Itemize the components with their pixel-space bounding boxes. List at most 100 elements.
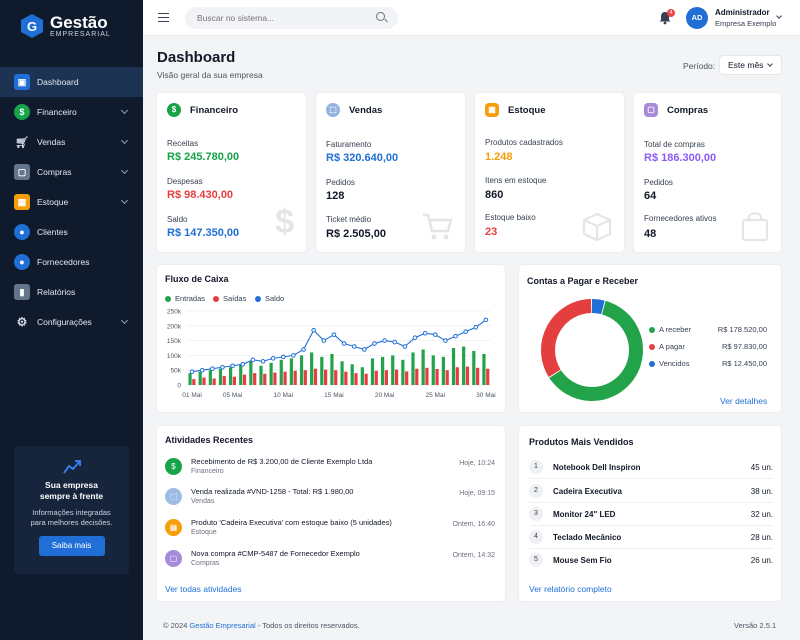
- bar-entradas: [482, 353, 486, 385]
- bar-saidas: [232, 376, 236, 385]
- legend-swatch: [213, 295, 219, 302]
- bar-entradas: [269, 362, 273, 385]
- period-label: Período:: [683, 61, 716, 71]
- learn-more-button[interactable]: Saiba mais: [38, 536, 105, 556]
- product-name: Teclado Mecânico: [553, 533, 622, 542]
- activities-card: Atividades Recentes $ Recebimento de R$ …: [156, 425, 506, 602]
- bar-saidas: [445, 370, 449, 385]
- product-row[interactable]: 3 Monitor 24" LED 32 un.: [529, 503, 773, 526]
- chevron-down-icon[interactable]: [776, 13, 782, 19]
- period-value: Este mês: [728, 60, 764, 70]
- sidebar-item-estoque[interactable]: ▦ Estoque: [0, 187, 143, 217]
- bar-entradas: [381, 356, 385, 385]
- y-tick-label: 100k: [167, 353, 182, 360]
- brand[interactable]: G Gestão EMPRESARIAL: [0, 0, 143, 52]
- x-tick-label: 25 Mai: [426, 392, 446, 399]
- kpi-label: Despesas: [167, 177, 203, 186]
- product-name: Notebook Dell Inspiron: [553, 463, 641, 472]
- point-saldo: [422, 330, 428, 336]
- activity-time: Ontem, 14:32: [452, 552, 495, 559]
- sidebar-item-financeiro[interactable]: $ Financeiro: [0, 97, 143, 127]
- all-activities-link[interactable]: Ver todas atividades: [165, 584, 242, 594]
- activity-item[interactable]: $ Recebimento de R$ 3.200,00 de Cliente …: [165, 456, 495, 484]
- point-saldo: [311, 327, 316, 333]
- search-icon[interactable]: [376, 12, 385, 21]
- full-report-link[interactable]: Ver relatório completo: [529, 584, 612, 594]
- bar-entradas: [411, 352, 415, 385]
- details-link[interactable]: Ver detalhes: [720, 396, 768, 406]
- legend-entradas[interactable]: Entradas: [165, 294, 205, 303]
- bar-saidas: [202, 377, 206, 385]
- kpi-label: Produtos cadastrados: [485, 138, 563, 147]
- activity-text: Produto 'Cadeira Executiva' com estoque …: [191, 518, 392, 527]
- user-name[interactable]: Administrador: [715, 8, 770, 17]
- y-tick-label: 250k: [167, 309, 182, 316]
- bar-entradas: [259, 365, 263, 385]
- activity-item[interactable]: ▢ Nova compra #CMP-5487 de Fornecedor Ex…: [165, 548, 495, 576]
- sidebar-item-relatorios[interactable]: ▮ Relatórios: [0, 277, 143, 307]
- sidebar-item-dashboard[interactable]: ▣ Dashboard: [0, 67, 143, 97]
- footer-brand-link[interactable]: Gestão Empresarial: [189, 621, 256, 630]
- accounts-row-receber: A receber R$ 178.520,00: [649, 325, 767, 334]
- dollar-icon: $: [165, 458, 182, 475]
- bar-entradas: [249, 361, 253, 385]
- kpi-label: Ticket médio: [326, 215, 372, 224]
- sidebar-nav: ▣ Dashboard $ Financeiro 🛒︎ Vendas ▢ Com…: [0, 67, 143, 337]
- point-saldo: [463, 329, 468, 335]
- point-saldo: [362, 347, 367, 352]
- x-tick-label: 30 Mai: [476, 392, 496, 399]
- sidebar-item-clientes[interactable]: ● Clientes: [0, 217, 143, 247]
- bar-entradas: [451, 348, 456, 385]
- sidebar-item-configuracoes[interactable]: ⚙ Configurações: [0, 307, 143, 337]
- bar-entradas: [188, 373, 192, 385]
- kpi-label: Receitas: [167, 139, 199, 148]
- promo-desc-line2: para melhores decisões.: [30, 518, 113, 527]
- promo-title: Sua empresa sempre à frente: [14, 480, 129, 502]
- point-saldo: [260, 359, 266, 364]
- box-icon: ▦: [165, 519, 182, 536]
- product-rank: 1: [529, 460, 543, 474]
- kpi-value: 64: [644, 190, 657, 202]
- search-input[interactable]: [185, 7, 398, 29]
- point-saldo: [291, 353, 296, 358]
- chevron-down-icon: [767, 61, 773, 67]
- kpi-title: Financeiro: [190, 105, 239, 116]
- activity-time: Hoje, 10:24: [459, 460, 495, 467]
- period-select[interactable]: Este mês: [719, 55, 782, 75]
- bar-entradas: [239, 364, 243, 385]
- page-subtitle: Visão geral da sua empresa: [157, 70, 263, 80]
- bar-entradas: [320, 356, 324, 385]
- sidebar-item-label: Vendas: [37, 137, 66, 147]
- kpi-value: R$ 147.350,00: [167, 227, 240, 239]
- sidebar-item-compras[interactable]: ▢ Compras: [0, 157, 143, 187]
- dollar-icon: $: [14, 104, 30, 120]
- notification-badge: 4: [667, 9, 675, 17]
- menu-icon[interactable]: [158, 13, 169, 22]
- avatar[interactable]: AD: [686, 7, 708, 29]
- kpi-value: R$ 2.505,00: [326, 228, 386, 240]
- accounts-row-label: A pagar: [659, 342, 685, 351]
- product-row[interactable]: 1 Notebook Dell Inspiron 45 un.: [529, 456, 773, 479]
- bar-saidas: [425, 367, 429, 385]
- legend-saidas[interactable]: Saídas: [213, 294, 246, 303]
- sidebar: G Gestão EMPRESARIAL ▣ Dashboard $ Finan…: [0, 0, 143, 640]
- activity-item[interactable]: ⬚ Venda realizada #VND-1258 - Total: R$ …: [165, 486, 495, 514]
- sidebar-item-label: Compras: [37, 167, 72, 177]
- legend-saldo[interactable]: Saldo: [255, 294, 284, 303]
- sidebar-item-fornecedores[interactable]: ● Fornecedores: [0, 247, 143, 277]
- gear-icon: ⚙: [16, 315, 28, 329]
- bar-saidas: [374, 370, 378, 385]
- sidebar-item-vendas[interactable]: 🛒︎ Vendas: [0, 127, 143, 157]
- product-row[interactable]: 4 Teclado Mecânico 28 un.: [529, 526, 773, 549]
- product-row[interactable]: 5 Mouse Sem Fio 26 un.: [529, 549, 773, 572]
- product-row[interactable]: 2 Cadeira Executiva 38 un.: [529, 480, 773, 503]
- activity-item[interactable]: ▦ Produto 'Cadeira Executiva' com estoqu…: [165, 517, 495, 545]
- report-icon: ▮: [14, 284, 30, 300]
- bar-entradas: [198, 371, 202, 385]
- chevron-down-icon: [120, 316, 129, 325]
- bar-entradas: [340, 361, 344, 385]
- bar-saidas: [212, 378, 216, 385]
- dollar-icon: $: [275, 203, 294, 241]
- legend-label: Entradas: [175, 294, 206, 303]
- y-tick-label: 0: [177, 383, 181, 390]
